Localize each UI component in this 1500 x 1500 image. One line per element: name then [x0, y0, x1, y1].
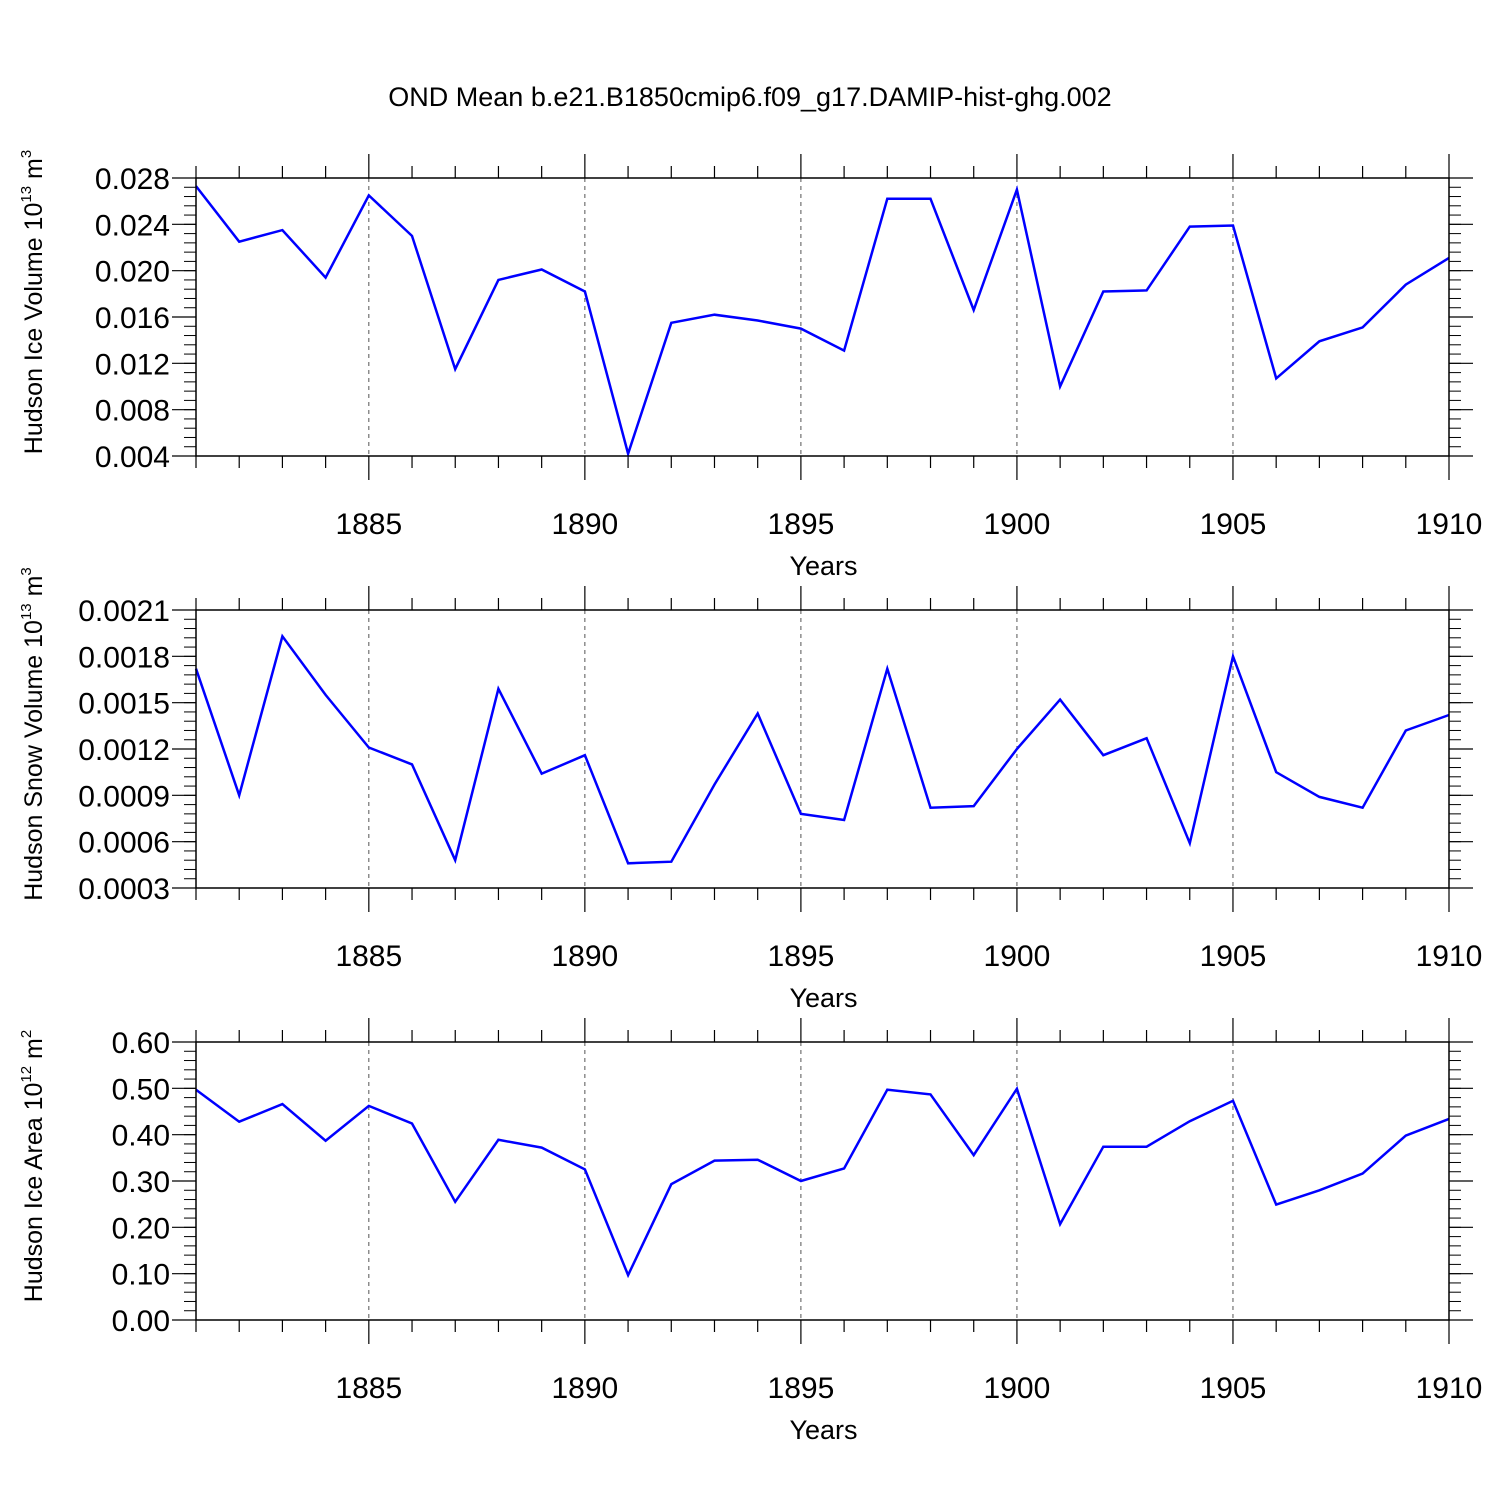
x-tick-label: 1910: [1416, 940, 1483, 973]
x-tick-label: 1900: [984, 508, 1051, 541]
y-axis-label-name: Hudson Snow Volume: [20, 648, 48, 901]
y-tick-label: 0.50: [112, 1073, 170, 1106]
x-tick-label: 1910: [1416, 1372, 1483, 1405]
y-axis-label-name: Hudson Ice Volume: [20, 230, 48, 454]
y-tick-label: 0.012: [95, 348, 170, 381]
y-tick-label: 0.020: [95, 256, 170, 289]
x-axis-label: Years: [789, 1415, 857, 1445]
y-tick-label: 0.0009: [78, 780, 170, 813]
y-tick-label: 0.20: [112, 1212, 170, 1245]
y-tick-label: 0.0012: [78, 734, 170, 767]
x-tick-label: 1905: [1200, 1372, 1267, 1405]
y-axis-label-unit: 10: [20, 1083, 48, 1111]
series-line: [194, 633, 1450, 865]
y-axis-label-name: Hudson Ice Area: [20, 1110, 48, 1302]
y-axis-label-unit: m: [20, 1038, 48, 1066]
y-tick-label: 0.40: [112, 1120, 170, 1153]
chart-title: OND Mean b.e21.B1850cmip6.f09_g17.DAMIP-…: [388, 82, 1111, 112]
y-tick-label: 0.016: [95, 302, 170, 335]
x-tick-label: 1900: [984, 1372, 1051, 1405]
y-tick-label: 0.024: [95, 209, 170, 242]
x-tick-label: 1895: [768, 1372, 835, 1405]
x-tick-label: 1895: [768, 940, 835, 973]
x-tick-label: 1890: [551, 508, 618, 541]
plot-frame: [195, 609, 1450, 889]
plot-frame: [195, 177, 1450, 457]
y-tick-label: 0.0021: [78, 595, 170, 628]
y-axis-label-unit: 10: [20, 203, 48, 231]
y-tick-label: 0.0006: [78, 827, 170, 860]
y-tick-label: 0.008: [95, 395, 170, 428]
plot-frame: [195, 1041, 1450, 1321]
x-tick-label: 1890: [551, 1372, 618, 1405]
y-tick-label: 0.0018: [78, 641, 170, 674]
x-tick-label: 1885: [335, 508, 402, 541]
y-tick-label: 0.0015: [78, 688, 170, 721]
y-tick-label: 0.10: [112, 1259, 170, 1292]
y-tick-label: 0.60: [112, 1027, 170, 1060]
y-axis-label: Hudson Snow Volume 1013 m3: [18, 567, 48, 901]
y-axis-label-exponent: 12: [18, 1066, 35, 1083]
x-tick-label: 1895: [768, 508, 835, 541]
x-tick-label: 1910: [1416, 508, 1483, 541]
y-axis-label-exponent: 13: [18, 603, 35, 620]
plot-panel-3: 0.00 0.10 0.20 0.30 0.40 0.50 0.60 1885 1890 1895…: [18, 1018, 1482, 1445]
y-tick-label: 0.30: [112, 1166, 170, 1199]
x-tick-label: 1905: [1200, 940, 1267, 973]
x-tick-label: 1885: [335, 1372, 402, 1405]
y-tick-label: 0.0003: [78, 873, 170, 906]
y-tick-label: 0.028: [95, 163, 170, 196]
y-axis-label: Hudson Ice Volume 1013 m3: [18, 150, 48, 454]
y-tick-label: 0.00: [112, 1305, 170, 1338]
x-tick-label: 1885: [335, 940, 402, 973]
x-tick-label: 1905: [1200, 508, 1267, 541]
series-line: [195, 1085, 1450, 1279]
y-axis-label-unit: m: [20, 576, 48, 604]
x-axis-label: Years: [789, 551, 857, 581]
y-axis-label-exponent: 13: [18, 186, 35, 203]
x-tick-label: 1900: [984, 940, 1051, 973]
y-axis-label-unit: m: [20, 158, 48, 186]
plot-panel-1: 0.004 0.008 0.012 0.016 0.020 0.024 0.028 1885 1…: [18, 150, 1482, 581]
series-line: [195, 185, 1450, 459]
plot-panel-2: 0.0003 0.0006 0.0009 0.0012 0.0015 0.0018 0.00…: [18, 567, 1482, 1013]
y-axis-label-exponent: 2: [18, 1030, 35, 1038]
x-tick-label: 1890: [551, 940, 618, 973]
x-axis-label: Years: [789, 983, 857, 1013]
y-tick-label: 0.004: [95, 441, 170, 474]
y-axis-label-exponent: 3: [18, 150, 35, 158]
y-axis-label: Hudson Ice Area 1012 m2: [18, 1030, 48, 1302]
y-axis-label-exponent: 3: [18, 567, 35, 575]
y-axis-label-unit: 10: [20, 620, 48, 648]
